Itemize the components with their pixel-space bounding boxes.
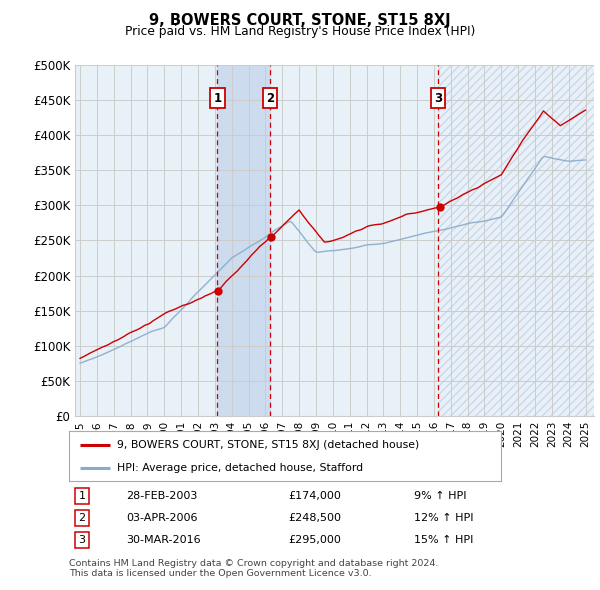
Text: 3: 3 xyxy=(79,535,86,545)
Text: £295,000: £295,000 xyxy=(288,535,341,545)
Text: 2: 2 xyxy=(79,513,86,523)
Bar xyxy=(217,65,270,416)
Text: £248,500: £248,500 xyxy=(288,513,341,523)
Text: 9% ↑ HPI: 9% ↑ HPI xyxy=(413,491,466,501)
Text: 15% ↑ HPI: 15% ↑ HPI xyxy=(413,535,473,545)
Text: 1: 1 xyxy=(214,92,221,105)
Bar xyxy=(438,65,594,416)
Text: 2: 2 xyxy=(266,92,274,105)
Text: This data is licensed under the Open Government Licence v3.0.: This data is licensed under the Open Gov… xyxy=(69,569,371,578)
Text: 28-FEB-2003: 28-FEB-2003 xyxy=(127,491,198,501)
Text: Contains HM Land Registry data © Crown copyright and database right 2024.: Contains HM Land Registry data © Crown c… xyxy=(69,559,439,568)
Text: 3: 3 xyxy=(434,92,442,105)
Text: HPI: Average price, detached house, Stafford: HPI: Average price, detached house, Staf… xyxy=(116,463,362,473)
Text: 03-APR-2006: 03-APR-2006 xyxy=(127,513,198,523)
Text: 9, BOWERS COURT, STONE, ST15 8XJ: 9, BOWERS COURT, STONE, ST15 8XJ xyxy=(149,13,451,28)
Text: £174,000: £174,000 xyxy=(288,491,341,501)
Text: 1: 1 xyxy=(79,491,86,501)
Text: Price paid vs. HM Land Registry's House Price Index (HPI): Price paid vs. HM Land Registry's House … xyxy=(125,25,475,38)
Text: 9, BOWERS COURT, STONE, ST15 8XJ (detached house): 9, BOWERS COURT, STONE, ST15 8XJ (detach… xyxy=(116,440,419,450)
Text: 12% ↑ HPI: 12% ↑ HPI xyxy=(413,513,473,523)
Text: 30-MAR-2016: 30-MAR-2016 xyxy=(127,535,201,545)
